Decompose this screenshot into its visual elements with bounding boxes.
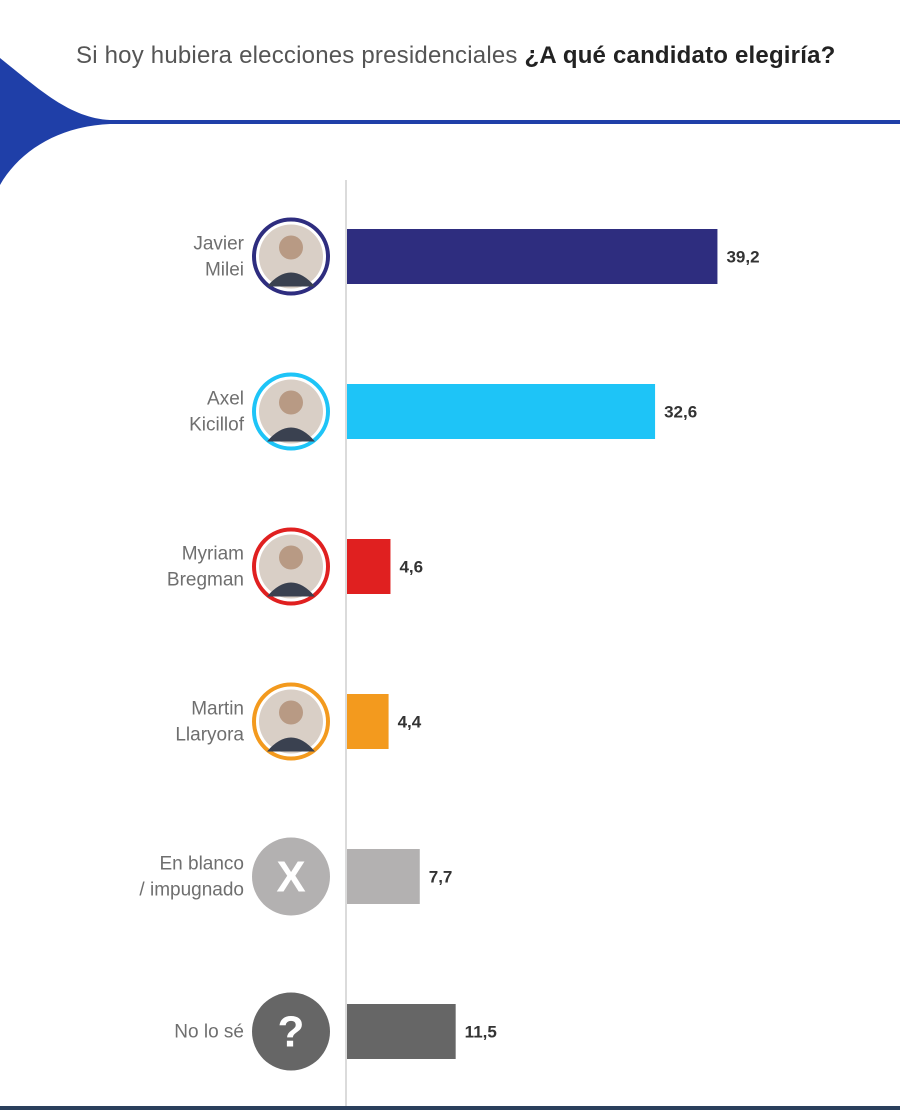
value-label: 4,6: [399, 558, 423, 577]
candidate-shoulders-shape: [267, 737, 315, 752]
value-label: 11,5: [465, 1023, 497, 1042]
category-label: Martin: [191, 699, 244, 720]
footer-border: [0, 1106, 900, 1110]
chart-title: Si hoy hubiera elecciones presidenciales…: [76, 42, 866, 69]
x-mark-icon-glyph: X: [276, 853, 305, 902]
category-label: No lo sé: [174, 1022, 244, 1043]
bar: [347, 229, 718, 284]
category-label: En blanco: [159, 854, 244, 875]
question-mark-icon: [252, 992, 330, 1071]
value-label: 4,4: [398, 713, 422, 732]
title-plain: Si hoy hubiera elecciones presidenciales: [76, 42, 525, 69]
candidate-shoulders-shape: [267, 272, 315, 287]
category-label: Milei: [205, 260, 244, 281]
category-label: / impugnado: [139, 880, 244, 901]
category-label: Myriam: [182, 544, 244, 565]
category-label: Bregman: [167, 570, 244, 591]
bar: [347, 1004, 456, 1059]
chart-rows: Javier Milei 39,2 Axel Kicillof 32,6 Myriam Bre…: [139, 217, 760, 1071]
candidate-head-shape: [279, 390, 303, 415]
category-label: Javier: [193, 234, 244, 255]
bar: [347, 539, 391, 594]
category-label: Kicillof: [189, 415, 245, 436]
value-label: 32,6: [664, 403, 697, 422]
candidate-head-shape: [279, 545, 303, 570]
value-label: 39,2: [726, 248, 759, 267]
category-label: Llaryora: [175, 725, 244, 746]
header-underline: [100, 120, 900, 123]
category-label: Axel: [207, 389, 244, 410]
candidate-head-shape: [279, 700, 303, 725]
bar: [347, 849, 420, 904]
bar: [347, 694, 389, 749]
value-label: 7,7: [429, 868, 453, 887]
candidate-shoulders-shape: [267, 582, 315, 597]
title-bold: ¿A qué candidato elegiría?: [524, 42, 836, 69]
bar: [347, 384, 656, 439]
x-mark-icon: [252, 837, 330, 916]
candidate-shoulders-shape: [267, 427, 315, 442]
candidate-head-shape: [279, 235, 303, 260]
question-mark-icon-glyph: ?: [278, 1008, 305, 1057]
